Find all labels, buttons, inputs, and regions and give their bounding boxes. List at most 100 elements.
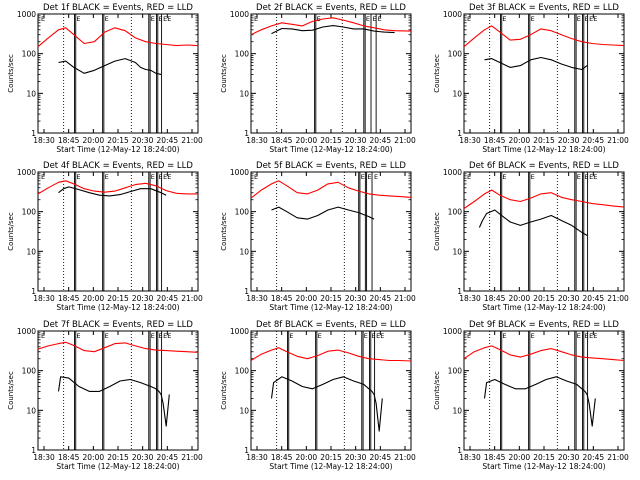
panel-title: Det 6f BLACK = Events, RED = LLD — [469, 161, 619, 171]
flag-label: E — [577, 332, 581, 340]
y-tick-label: 100 — [448, 50, 463, 59]
x-tick-label: 20:00 — [296, 294, 318, 303]
flag-label: E — [364, 332, 368, 340]
x-tick-label: 20:30 — [558, 136, 580, 145]
flag-label: E — [589, 173, 593, 181]
detector-panel: Det 2f BLACK = Events, RED = LLD Counts/s… — [220, 3, 416, 154]
x-tick-label: 21:00 — [181, 453, 203, 462]
flag-label: E — [41, 173, 45, 181]
x-axis-label: Start Time (12-May-12 18:24:00) — [56, 303, 179, 312]
x-tick-label: 18:30 — [33, 136, 55, 145]
flag-label: E — [374, 173, 378, 181]
x-axis-label: Start Time (12-May-12 18:24:00) — [482, 462, 605, 471]
events-series-line — [484, 56, 588, 71]
events-series-line — [57, 376, 170, 427]
y-axis-label: Counts/sec — [433, 54, 441, 93]
lld-series-line — [250, 17, 412, 36]
x-tick-label: 20:00 — [296, 453, 318, 462]
detector-panel: Det 7f BLACK = Events, RED = LLD Counts/s… — [7, 320, 203, 471]
x-tick-label: 20:00 — [509, 136, 531, 145]
x-tick-label: 20:15 — [533, 294, 555, 303]
flag-label: E — [378, 15, 382, 23]
x-tick-label: 20:45 — [370, 294, 392, 303]
x-tick-label: 21:00 — [394, 294, 416, 303]
detector-panel: Det 1f BLACK = Events, RED = LLD Counts/s… — [7, 3, 203, 154]
flag-label: E — [105, 332, 109, 340]
flag-label: E — [151, 332, 155, 340]
y-tick-label: 100 — [448, 208, 463, 217]
x-tick-label: 20:30 — [132, 294, 154, 303]
y-axis-label: Counts/sec — [7, 54, 15, 93]
x-tick-label: 18:30 — [246, 453, 268, 462]
x-tick-label: 18:45 — [58, 294, 80, 303]
y-tick-label: 10 — [26, 89, 36, 98]
y-axis-label: Counts/sec — [220, 212, 228, 251]
y-tick-label: 1 — [457, 129, 462, 138]
x-axis-label: Start Time (12-May-12 18:24:00) — [269, 462, 392, 471]
flag-label: E — [158, 173, 162, 181]
x-tick-label: 21:00 — [394, 453, 416, 462]
x-tick-label: 20:45 — [583, 453, 605, 462]
panel-title: Det 8f BLACK = Events, RED = LLD — [256, 320, 406, 330]
panel-title: Det 7f BLACK = Events, RED = LLD — [43, 320, 193, 330]
x-tick-label: 21:00 — [181, 294, 203, 303]
y-tick-label: 1000 — [17, 327, 36, 336]
events-series-line — [483, 376, 596, 427]
flag-label: E — [593, 173, 597, 181]
panel-title: Det 5f BLACK = Events, RED = LLD — [256, 161, 406, 171]
flag-label: E — [167, 173, 171, 181]
x-tick-label: 20:45 — [157, 294, 179, 303]
x-tick-label: 20:45 — [370, 136, 392, 145]
x-tick-label: 18:45 — [58, 453, 80, 462]
flag-label: E — [531, 332, 535, 340]
x-tick-label: 20:15 — [320, 453, 342, 462]
x-tick-label: 20:15 — [107, 453, 129, 462]
x-tick-label: 20:30 — [132, 453, 154, 462]
x-tick-label: 20:00 — [509, 294, 531, 303]
x-axis-label: Start Time (12-May-12 18:24:00) — [56, 462, 179, 471]
x-tick-label: 18:30 — [33, 453, 55, 462]
y-tick-label: 1000 — [443, 10, 462, 19]
flag-label: E — [366, 15, 370, 23]
flag-label: E — [163, 173, 167, 181]
y-tick-label: 100 — [235, 208, 250, 217]
y-axis-label: Counts/sec — [7, 371, 15, 410]
y-tick-label: 1 — [457, 287, 462, 296]
y-tick-label: 1 — [457, 446, 462, 455]
y-tick-label: 1000 — [230, 10, 249, 19]
flag-label: E — [41, 332, 45, 340]
flag-label: E — [502, 15, 506, 23]
flag-label: E — [318, 332, 322, 340]
flag-label: E — [167, 332, 171, 340]
x-tick-label: 18:45 — [484, 136, 506, 145]
y-tick-label: 10 — [239, 247, 249, 256]
flag-label: E — [584, 173, 588, 181]
flag-label: E — [361, 173, 365, 181]
plot-frame — [463, 13, 625, 134]
y-tick-label: 1 — [31, 287, 36, 296]
x-tick-label: 20:30 — [345, 136, 367, 145]
x-tick-label: 18:45 — [271, 453, 293, 462]
detector-panel: Det 9f BLACK = Events, RED = LLD Counts/s… — [433, 320, 629, 471]
x-tick-label: 18:30 — [459, 136, 481, 145]
lld-series-line — [463, 345, 625, 362]
y-tick-label: 1 — [31, 446, 36, 455]
flag-label: E — [577, 15, 581, 23]
x-tick-label: 20:15 — [533, 136, 555, 145]
flag-label: E — [76, 173, 80, 181]
lld-series-line — [37, 180, 198, 195]
y-axis-label: Counts/sec — [433, 212, 441, 251]
x-axis-label: Start Time (12-May-12 18:24:00) — [482, 303, 605, 312]
flag-label: E — [367, 173, 371, 181]
detector-panel: Det 5f BLACK = Events, RED = LLD Counts/s… — [220, 161, 416, 312]
y-tick-label: 100 — [22, 208, 37, 217]
plot-frame — [463, 171, 625, 292]
lld-series-line — [250, 347, 412, 362]
x-tick-label: 20:30 — [345, 294, 367, 303]
flag-label: E — [163, 15, 167, 23]
lld-series-line — [463, 25, 625, 48]
flag-label: E — [373, 15, 377, 23]
flag-label: E — [289, 332, 293, 340]
flag-label: E — [41, 15, 45, 23]
x-axis-label: Start Time (12-May-12 18:24:00) — [56, 145, 179, 154]
